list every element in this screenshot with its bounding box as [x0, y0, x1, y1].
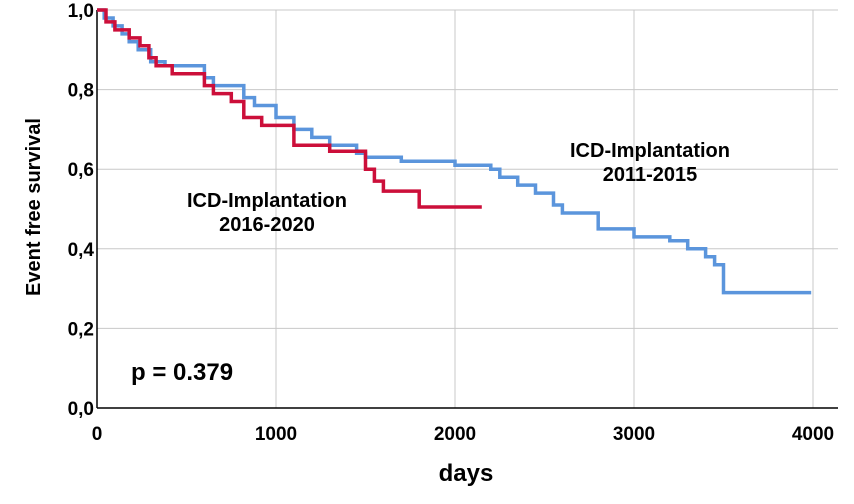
x-axis-title: days [439, 460, 494, 487]
y-axis-title: Event free survival [23, 118, 45, 296]
annotation-2016-2020-line2: 2016-2020 [219, 214, 315, 236]
grid-lines [96, 9, 838, 409]
y-tick-label: 1,0 [68, 1, 94, 22]
x-tick-label: 3000 [613, 424, 655, 445]
p-value-label: p = 0.379 [131, 359, 233, 386]
y-tick-label: 0,6 [68, 160, 94, 181]
y-tick-label: 0,2 [68, 319, 94, 340]
x-tick-label: 1000 [255, 424, 297, 445]
x-tick-label: 4000 [792, 424, 834, 445]
x-tick-label: 2000 [434, 424, 476, 445]
plot-frame [96, 10, 838, 409]
tick-labels: 0,0 0,2 0,4 0,6 0,8 1,0 0 1000 2000 3000 4000 [68, 1, 835, 445]
annotation-2016-2020-line1: ICD-Implantation [187, 190, 347, 212]
y-tick-label: 0,0 [68, 399, 94, 420]
series-line-2016-2020 [97, 8, 482, 209]
y-tick-label: 0,8 [68, 81, 94, 102]
x-tick-label: 0 [92, 424, 103, 445]
y-tick-label: 0,4 [68, 240, 95, 261]
series-layer [97, 8, 812, 295]
annotation-2011-2015-line1: ICD-Implantation [570, 140, 730, 162]
annotation-2011-2015-line2: 2011-2015 [603, 164, 698, 186]
